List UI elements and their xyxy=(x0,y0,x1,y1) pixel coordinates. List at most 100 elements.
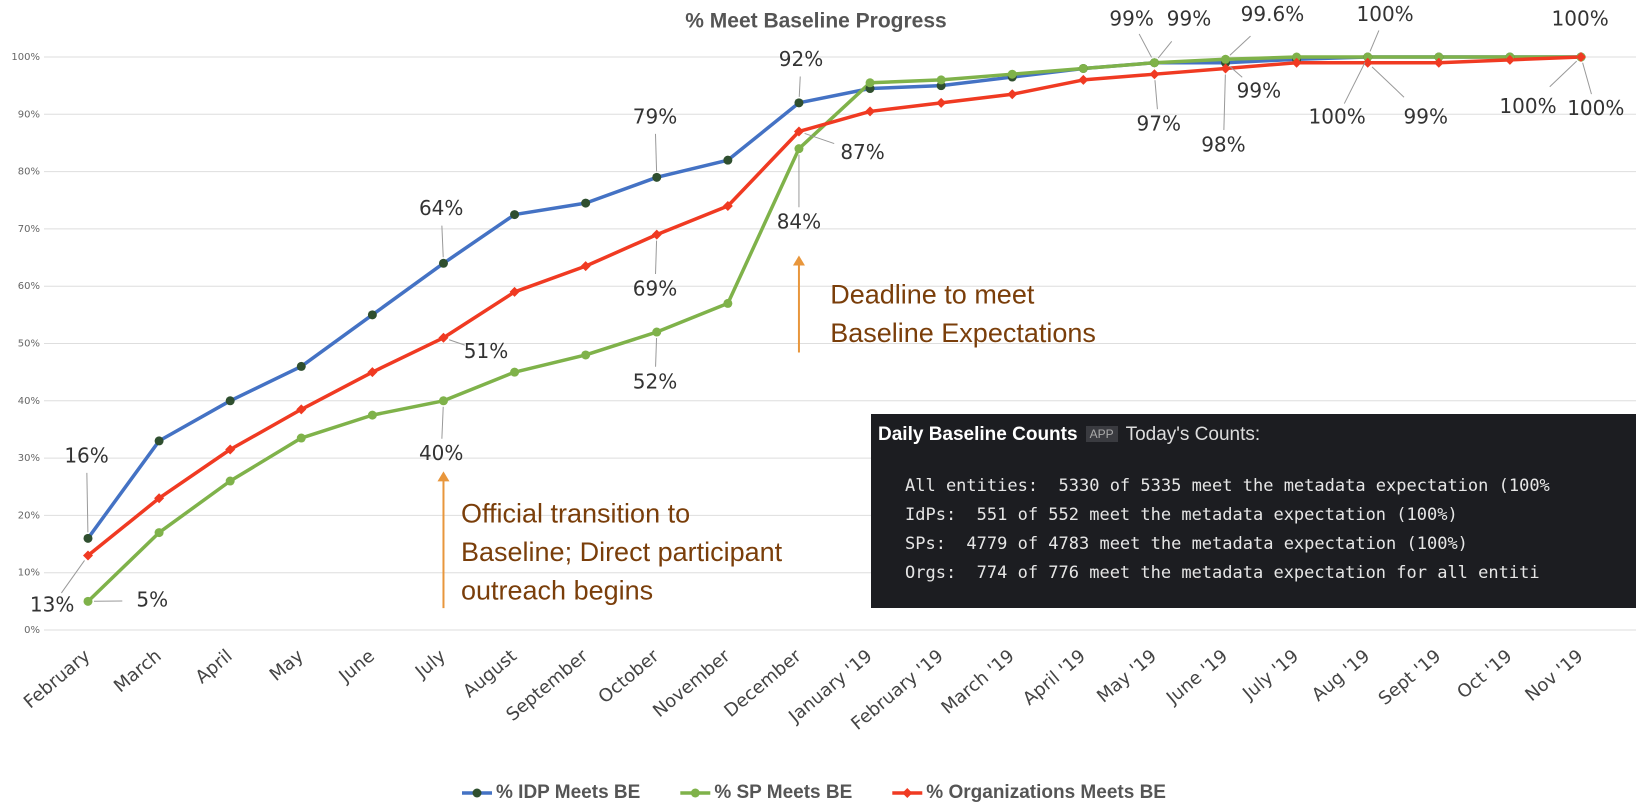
point xyxy=(1363,52,1373,62)
point xyxy=(652,172,662,182)
series-line xyxy=(86,55,1582,557)
y-tick-label: 0% xyxy=(24,625,40,636)
annotation-arrowhead xyxy=(792,255,805,266)
x-tick-label: Sept '19 xyxy=(1375,646,1446,710)
y-tick-label: 20% xyxy=(18,510,40,521)
data-label: 99% xyxy=(1404,104,1448,128)
point xyxy=(723,298,733,308)
inset-panel: Daily Baseline Counts APP Today's Counts: … xyxy=(871,414,1636,608)
point xyxy=(1362,57,1373,68)
point xyxy=(1149,58,1159,68)
point xyxy=(438,258,448,268)
leader-line xyxy=(655,240,658,274)
point xyxy=(154,436,164,446)
leader-line xyxy=(1154,80,1158,110)
data-label: 100% xyxy=(1357,2,1414,26)
x-tick-label: October xyxy=(595,645,664,708)
point xyxy=(1292,52,1302,62)
data-label: 99% xyxy=(1109,6,1153,30)
point xyxy=(652,327,662,337)
x-tick-label: August xyxy=(459,646,521,703)
leader-line xyxy=(1229,66,1243,78)
x-tick-label: February xyxy=(20,645,95,713)
y-tick-label: 80% xyxy=(18,167,40,178)
data-label: 79% xyxy=(633,104,677,128)
point xyxy=(296,361,306,371)
data-label: 99.6% xyxy=(1241,2,1305,26)
x-tick-label: Oct '19 xyxy=(1453,646,1516,704)
point xyxy=(1221,54,1231,64)
chart-title: % Meet Baseline Progress xyxy=(685,10,946,33)
inset-lines: All entities: 5330 of 5335 meet the meta… xyxy=(905,472,1550,588)
point xyxy=(438,396,448,406)
legend-marker xyxy=(472,788,482,798)
x-tick-label: July '19 xyxy=(1238,646,1303,705)
x-tick-label: May '19 xyxy=(1093,646,1161,708)
point xyxy=(1007,89,1018,100)
leader-line xyxy=(1138,33,1153,58)
point xyxy=(865,106,876,117)
legend-marker xyxy=(902,788,913,798)
point xyxy=(83,596,93,606)
point xyxy=(580,261,591,272)
point xyxy=(225,396,235,406)
x-tick-label: April xyxy=(192,646,237,689)
point xyxy=(1291,57,1302,68)
annotation-text: Baseline Expectations xyxy=(830,318,1096,348)
x-tick-label: November xyxy=(649,645,735,722)
leader-line xyxy=(441,225,444,258)
leader-line xyxy=(441,406,444,439)
inset-header: Daily Baseline Counts APP Today's Counts: xyxy=(878,424,1260,446)
point xyxy=(1576,52,1586,62)
point xyxy=(510,210,520,220)
point xyxy=(83,550,93,561)
legend-marker xyxy=(690,788,700,798)
point xyxy=(438,332,449,343)
data-label: 99% xyxy=(1167,6,1211,30)
leader-line xyxy=(448,339,465,346)
point xyxy=(1078,74,1089,85)
data-label: 40% xyxy=(419,441,463,465)
data-label: 100% xyxy=(1309,104,1366,128)
point xyxy=(83,533,93,543)
leader-line xyxy=(61,560,85,594)
point xyxy=(793,126,804,137)
point xyxy=(722,200,733,211)
leader-line xyxy=(654,133,658,172)
inset-line: All entities: 5330 of 5335 meet the meta… xyxy=(905,476,1550,496)
data-label: 52% xyxy=(633,369,677,393)
legend-label: % Organizations Meets BE xyxy=(926,782,1166,803)
x-tick-label: March '19 xyxy=(937,646,1018,719)
data-label: 100% xyxy=(1552,6,1609,30)
point xyxy=(367,310,377,320)
point xyxy=(936,97,947,108)
leader-line xyxy=(1549,60,1577,88)
leader-line xyxy=(1157,40,1173,59)
point xyxy=(225,444,236,455)
inset-line: IdPs: 551 of 552 meet the metadata expec… xyxy=(905,505,1458,525)
x-tick-label: March xyxy=(110,646,166,697)
point xyxy=(1433,57,1444,68)
y-tick-label: 90% xyxy=(18,109,40,120)
annotation-arrowhead xyxy=(437,471,450,482)
point xyxy=(367,410,377,420)
annotation-text: Deadline to meet xyxy=(830,279,1035,309)
point xyxy=(367,367,378,378)
y-tick-label: 30% xyxy=(18,453,40,464)
data-label: 97% xyxy=(1137,112,1181,136)
data-label: 69% xyxy=(633,276,677,300)
point xyxy=(1149,69,1160,80)
x-tick-label: June xyxy=(335,646,379,688)
data-label: 5% xyxy=(136,587,168,611)
data-label: 16% xyxy=(64,443,108,467)
point xyxy=(723,155,733,165)
y-tick-label: 10% xyxy=(18,568,40,579)
x-tick-label: May xyxy=(266,645,308,685)
point xyxy=(1504,54,1515,65)
y-tick-label: 100% xyxy=(11,52,40,63)
point xyxy=(794,98,804,108)
leader-line xyxy=(1582,62,1592,95)
leader-line xyxy=(1223,74,1226,131)
